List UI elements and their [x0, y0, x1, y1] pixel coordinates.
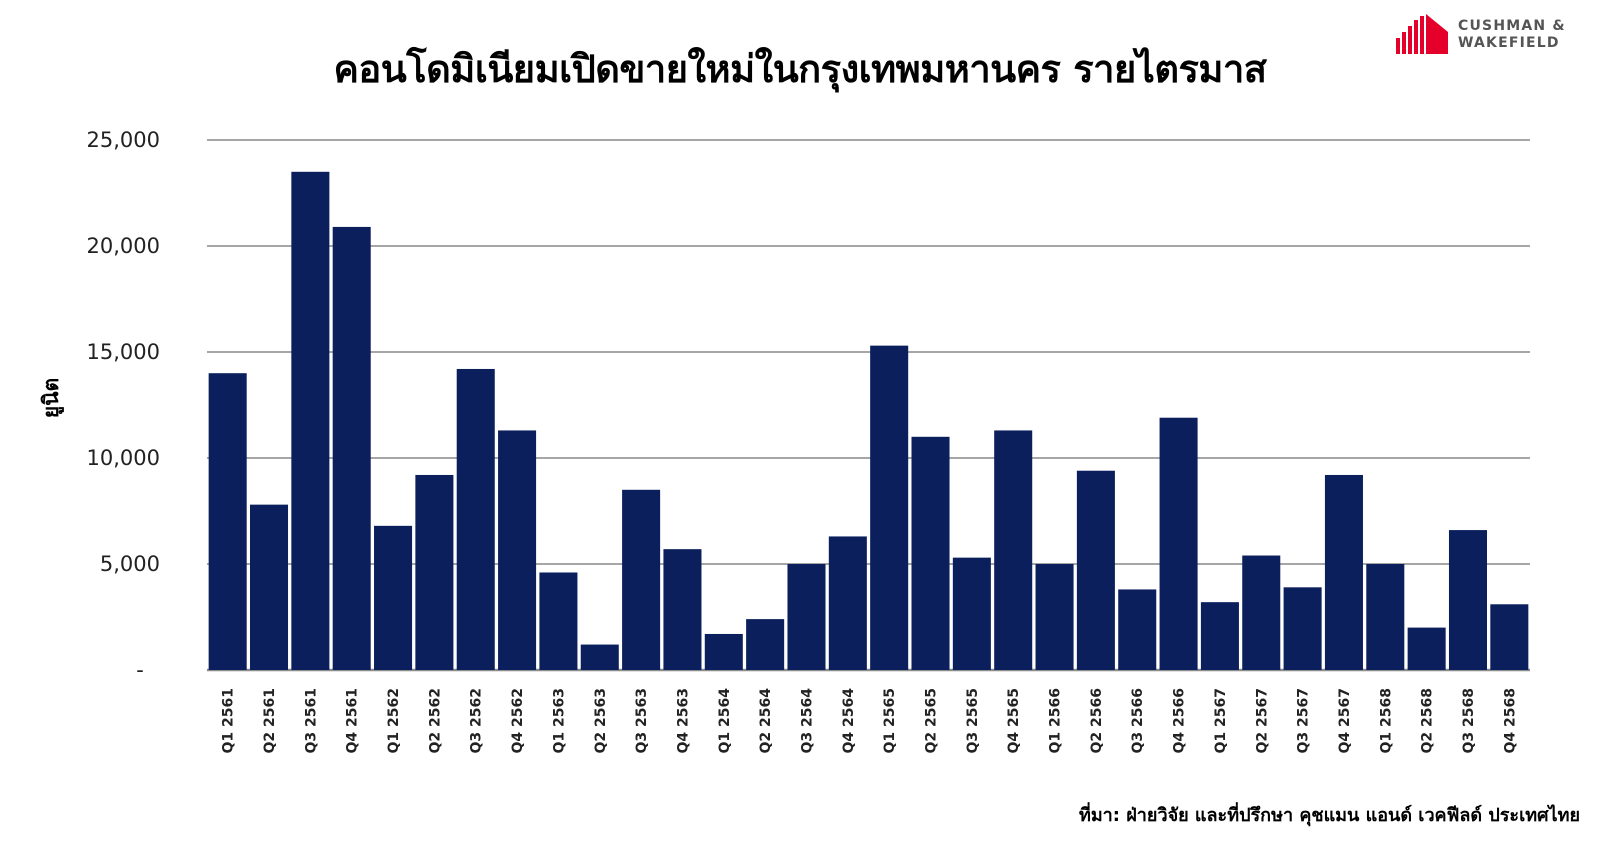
bar	[1448, 530, 1488, 670]
x-tick-label: Q3 2561	[303, 688, 319, 753]
bar	[249, 504, 289, 670]
x-tick-label: Q1 2564	[717, 688, 733, 754]
x-tick-label: Q1 2561	[221, 688, 237, 753]
bar	[994, 430, 1033, 670]
x-tick-label: Q2 2565	[924, 688, 940, 753]
x-tick-label: Q3 2562	[469, 688, 485, 753]
bar	[415, 474, 454, 670]
chart-title: คอนโดมิเนียมเปิดขายใหม่ในกรุงเทพมหานคร ร…	[333, 47, 1267, 91]
y-axis-label: ยูนิต	[39, 378, 65, 418]
bar	[1324, 474, 1363, 670]
bar	[208, 373, 247, 670]
bar	[1035, 564, 1074, 670]
bar	[456, 368, 495, 670]
bar	[498, 430, 537, 670]
bar	[1159, 417, 1198, 670]
x-tick-label: Q2 2568	[1420, 688, 1436, 753]
bar	[291, 171, 330, 671]
bar	[332, 226, 371, 671]
x-tick-label: Q3 2565	[965, 688, 981, 753]
x-tick-label: Q1 2565	[882, 688, 898, 753]
bar	[1242, 555, 1281, 670]
x-tick-label: Q4 2568	[1502, 688, 1518, 753]
x-tick-label: Q1 2563	[551, 688, 567, 753]
y-tick-label: -	[136, 658, 144, 682]
x-tick-label: Q4 2565	[1006, 688, 1022, 753]
bar	[1283, 587, 1322, 670]
logo-mark-icon	[1396, 14, 1448, 54]
bar	[1118, 589, 1157, 670]
x-tick-label: Q1 2566	[1048, 688, 1064, 753]
bar	[580, 644, 619, 670]
x-tick-label: Q3 2563	[634, 688, 650, 753]
y-tick-label: 10,000	[87, 446, 160, 470]
bar	[828, 536, 867, 670]
y-axis-ticks: - 5,000 10,000 15,000 20,000 25,000	[87, 128, 160, 682]
cushman-wakefield-logo: CUSHMAN & WAKEFIELD	[1396, 14, 1586, 58]
bar	[1366, 564, 1405, 670]
bar	[1490, 604, 1529, 670]
x-tick-label: Q3 2567	[1296, 688, 1312, 753]
x-axis-ticks: Q1 2561 Q2 2561 Q3 2561 Q4 2561 Q1 2562 Q2 25…	[221, 688, 1519, 754]
y-tick-label: 25,000	[87, 128, 160, 152]
x-tick-label: Q1 2568	[1378, 688, 1394, 753]
x-tick-label: Q4 2564	[841, 688, 857, 754]
x-tick-label: Q3 2568	[1461, 688, 1477, 753]
x-tick-label: Q2 2563	[593, 688, 609, 753]
x-tick-label: Q2 2566	[1089, 688, 1105, 753]
logo-line-1: CUSHMAN &	[1458, 18, 1566, 34]
x-tick-label: Q3 2564	[799, 688, 815, 754]
bar	[1407, 627, 1446, 670]
x-tick-label: Q2 2564	[758, 688, 774, 754]
x-tick-label: Q2 2567	[1254, 688, 1270, 753]
x-tick-label: Q1 2562	[386, 688, 402, 753]
x-tick-label: Q4 2566	[1172, 688, 1188, 753]
bar	[539, 572, 578, 670]
x-tick-label: Q1 2567	[1213, 688, 1229, 753]
bar	[374, 525, 413, 670]
x-tick-label: Q3 2566	[1130, 688, 1146, 753]
x-tick-label: Q4 2563	[675, 688, 691, 753]
bar	[704, 633, 743, 670]
source-note: ที่มา: ฝ่ายวิจัย และที่ปรึกษา คุชแมน แอน…	[1078, 805, 1580, 826]
x-tick-label: Q4 2567	[1337, 688, 1353, 753]
logo-text: CUSHMAN & WAKEFIELD	[1458, 18, 1566, 52]
x-tick-label: Q2 2562	[427, 688, 443, 753]
bar	[787, 564, 826, 670]
bar	[1200, 602, 1239, 670]
bar	[870, 345, 909, 670]
x-tick-label: Q2 2561	[262, 688, 278, 753]
logo-line-2: WAKEFIELD	[1458, 35, 1560, 51]
bar	[911, 436, 950, 670]
bars	[208, 171, 1529, 671]
bar	[1076, 470, 1115, 670]
x-tick-label: Q4 2561	[345, 688, 361, 753]
y-tick-label: 15,000	[87, 340, 160, 364]
x-tick-label: Q4 2562	[510, 688, 526, 753]
y-tick-label: 20,000	[87, 234, 160, 258]
bar	[663, 549, 702, 670]
y-tick-label: 5,000	[100, 552, 160, 576]
bar	[622, 489, 661, 670]
bar	[952, 557, 991, 670]
bar	[746, 619, 785, 670]
